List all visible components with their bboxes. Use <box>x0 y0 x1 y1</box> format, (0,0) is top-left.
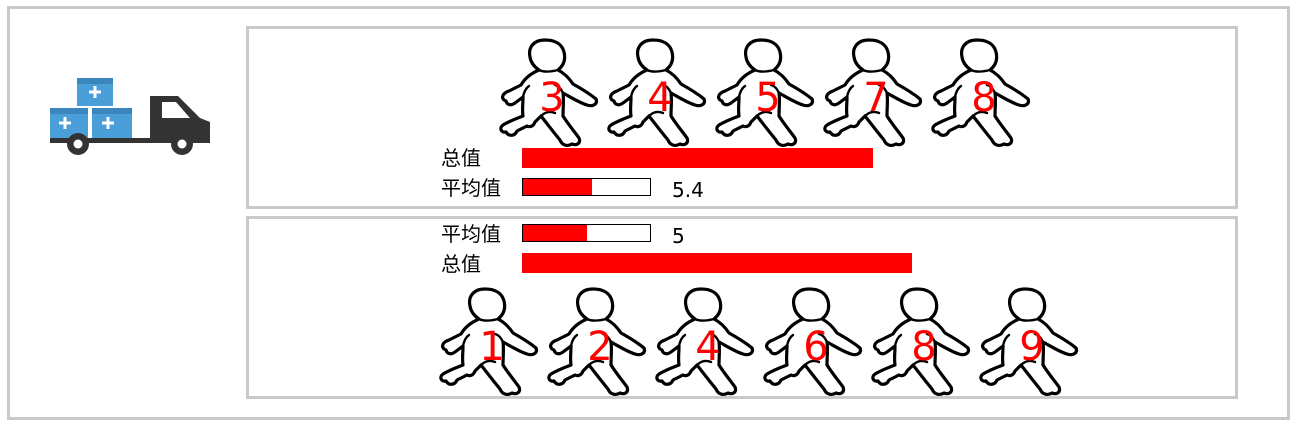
average-value: 5 <box>672 224 685 248</box>
figure-number: 1 <box>479 324 505 370</box>
delivery-truck-icon <box>50 78 212 156</box>
average-label: 平均值 <box>441 222 501 246</box>
person-figure: 7 <box>821 36 931 151</box>
figure-number: 6 <box>803 324 829 370</box>
bottom-group-panel <box>246 216 1238 399</box>
average-bar <box>522 178 651 196</box>
figure-number: 9 <box>1019 324 1045 370</box>
figure-number: 4 <box>695 324 721 370</box>
figure-number: 4 <box>647 75 673 121</box>
average-label: 平均值 <box>441 176 501 200</box>
total-label: 总值 <box>441 252 481 276</box>
figure-number: 7 <box>863 75 889 121</box>
person-figure: 8 <box>929 36 1039 151</box>
total-bar <box>522 253 912 273</box>
person-figure: 9 <box>977 285 1087 400</box>
person-figure: 1 <box>437 285 547 400</box>
average-bar-fill <box>523 179 592 195</box>
person-figure: 3 <box>497 36 607 151</box>
average-value: 5.4 <box>672 178 704 202</box>
figure-number: 5 <box>755 75 781 121</box>
figure-number: 8 <box>911 324 937 370</box>
person-figure: 5 <box>713 36 823 151</box>
figure-number: 2 <box>587 324 613 370</box>
average-bar-fill <box>523 225 587 241</box>
person-figure: 4 <box>653 285 763 400</box>
total-label: 总值 <box>441 146 481 170</box>
person-figure: 2 <box>545 285 655 400</box>
person-figure: 6 <box>761 285 871 400</box>
figure-number: 8 <box>971 75 997 121</box>
total-bar <box>522 148 873 168</box>
person-figure: 8 <box>869 285 979 400</box>
average-bar <box>522 224 651 242</box>
figure-number: 3 <box>539 75 565 121</box>
person-figure: 4 <box>605 36 715 151</box>
